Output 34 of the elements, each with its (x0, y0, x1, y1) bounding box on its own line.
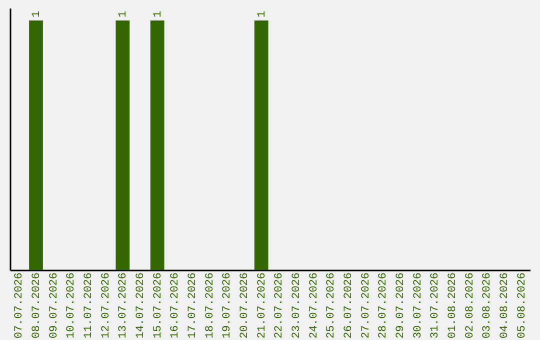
x-tick-label: 09.07.2026 (48, 272, 60, 339)
x-tick-label: 03.08.2026 (482, 272, 494, 339)
x-tick-label: 11.07.2026 (83, 272, 95, 339)
x-tick-label: 20.07.2026 (239, 272, 251, 339)
x-tick-label: 18.07.2026 (204, 272, 216, 339)
x-tick-label: 22.07.2026 (274, 272, 286, 339)
x-tick-label: 29.07.2026 (395, 272, 407, 339)
x-tick-label: 01.08.2026 (447, 272, 459, 339)
x-tick-label: 05.08.2026 (516, 272, 528, 339)
x-tick-label: 08.07.2026 (31, 272, 43, 339)
x-tick-label: 30.07.2026 (412, 272, 424, 339)
x-tick-label: 12.07.2026 (100, 272, 112, 339)
x-tick-label: 19.07.2026 (222, 272, 234, 339)
x-tick-label: 27.07.2026 (360, 272, 372, 339)
x-tick-label: 24.07.2026 (308, 272, 320, 339)
x-tick-label: 31.07.2026 (430, 272, 442, 339)
data-label: 1 (152, 10, 164, 18)
x-tick-label: 14.07.2026 (135, 272, 147, 339)
data-label: 1 (31, 10, 43, 18)
x-tick-label: 07.07.2026 (14, 272, 26, 339)
data-label: 1 (256, 10, 268, 18)
x-tick-label: 28.07.2026 (378, 272, 390, 339)
x-tick-label: 16.07.2026 (170, 272, 182, 339)
x-tick-label: 04.08.2026 (499, 272, 511, 339)
data-label: 1 (118, 10, 130, 18)
x-tick-label: 10.07.2026 (66, 272, 78, 339)
x-tick-label: 17.07.2026 (187, 272, 199, 339)
x-tick-label: 23.07.2026 (291, 272, 303, 339)
x-tick-label: 13.07.2026 (118, 272, 130, 339)
x-tick-label: 25.07.2026 (326, 272, 338, 339)
x-tick-label: 26.07.2026 (343, 272, 355, 339)
x-tick-label: 02.08.2026 (464, 272, 476, 339)
x-tick-label: 21.07.2026 (256, 272, 268, 339)
x-tick-label: 15.07.2026 (152, 272, 164, 339)
